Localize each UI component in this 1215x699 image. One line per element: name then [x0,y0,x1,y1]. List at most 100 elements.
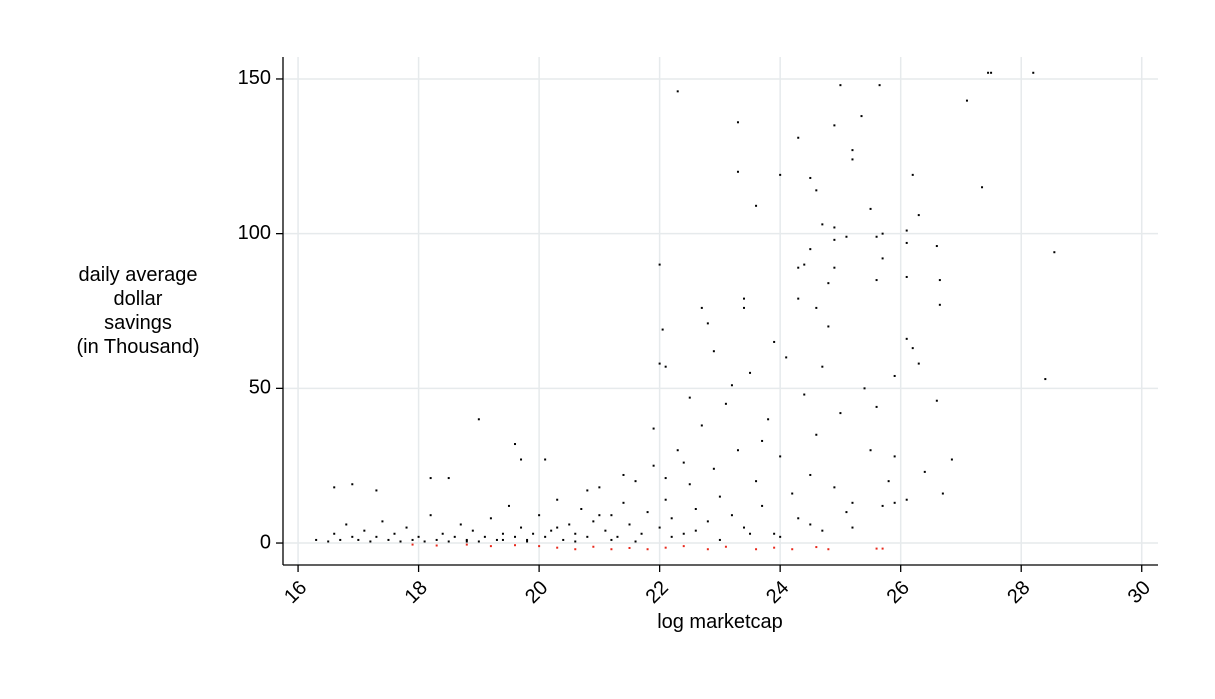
point [869,449,872,452]
point [893,374,896,377]
point [712,350,715,353]
point [514,443,517,446]
point [664,365,667,368]
point [950,458,953,461]
point [411,538,414,541]
point [447,477,450,480]
point [905,275,908,278]
point [658,362,661,365]
point [1044,378,1047,381]
point [465,538,468,541]
y-axis-label: (in Thousand) [76,336,199,358]
point [652,427,655,430]
point [815,189,818,192]
point [881,232,884,235]
point [661,328,664,331]
point [773,340,776,343]
point [706,322,709,325]
point [694,529,697,532]
point [839,412,842,415]
point [987,71,990,74]
y-tick-label: 0 [260,531,271,553]
point [459,523,462,526]
point [827,325,830,328]
point [773,546,776,549]
point [881,504,884,507]
point [833,238,836,241]
point [1053,251,1056,254]
point [538,545,541,548]
point [730,384,733,387]
point [821,365,824,368]
point [755,480,758,483]
point [755,204,758,207]
point [568,523,571,526]
point [724,402,727,405]
point [827,548,830,551]
point [935,399,938,402]
point [598,486,601,489]
point [658,263,661,266]
point [700,306,703,309]
point [411,543,414,546]
point [718,495,721,498]
point [646,511,649,514]
point [670,517,673,520]
point [917,362,920,365]
point [682,461,685,464]
point [610,514,613,517]
point [604,529,607,532]
point [821,223,824,226]
point [938,303,941,306]
x-axis-label: log marketcap [657,611,783,633]
point [574,540,577,543]
point [538,514,541,517]
point [574,532,577,535]
x-tick-label: 16 [280,577,311,608]
x-tick-label: 20 [521,577,552,608]
point [911,173,914,176]
point [851,158,854,161]
point [893,455,896,458]
point [622,501,625,504]
point [586,489,589,492]
point [767,418,770,421]
point [562,538,565,541]
y-tick-label: 150 [238,67,271,89]
point [905,229,908,232]
point [387,538,390,541]
point [875,235,878,238]
point [797,517,800,520]
point [453,535,456,538]
point [399,540,402,543]
x-tick-label: 26 [883,577,914,608]
point [369,540,372,543]
x-tick-label: 24 [762,577,793,608]
point [815,433,818,436]
point [779,173,782,176]
y-tick-label: 100 [238,222,271,244]
point [706,548,709,551]
y-axis-label: daily average [79,264,198,286]
point [990,71,993,74]
point [878,84,881,87]
point [797,136,800,139]
point [628,523,631,526]
points [315,71,1056,551]
point [833,266,836,269]
point [556,546,559,549]
point [839,84,842,87]
point [375,489,378,492]
point [875,547,878,550]
point [863,387,866,390]
point [785,356,788,359]
point [477,418,480,421]
point [1032,71,1035,74]
point [489,517,492,520]
point [682,532,685,535]
point [809,176,812,179]
point [393,532,396,535]
point [363,529,366,532]
point [881,257,884,260]
point [405,526,408,529]
